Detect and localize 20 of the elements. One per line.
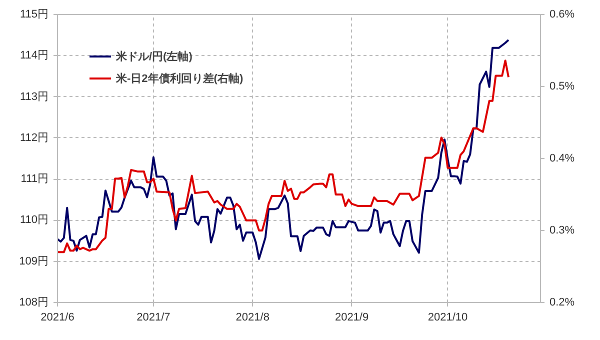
x-tick-label: 2021/7 <box>136 312 170 324</box>
y-tick-label: 113円 <box>20 90 49 103</box>
y-tick-label: 108円 <box>19 296 49 308</box>
y2-tick-label: 0.6% <box>550 8 575 20</box>
y-tick-label: 112円 <box>20 132 49 144</box>
x-tick-label: 2021/9 <box>334 312 369 324</box>
y-tick-label: 110円 <box>20 214 49 226</box>
y-tick-label: 114円 <box>20 50 49 62</box>
y-tick-label: 109円 <box>19 255 49 268</box>
x-tick-label: 2021/10 <box>428 312 468 324</box>
y2-tick-label: 0.2% <box>550 296 575 308</box>
legend-label: 米ドル/円(左軸) <box>116 50 192 64</box>
y2-tick-label: 0.3% <box>550 224 575 236</box>
y2-tick-label: 0.5% <box>550 80 575 92</box>
x-tick-label: 2021/8 <box>236 312 270 324</box>
y-tick-label: 115円 <box>20 8 49 20</box>
x-tick-label: 2021/6 <box>40 312 74 324</box>
legend-label: 米-日2年債利回り差(右軸) <box>116 72 244 86</box>
y2-tick-label: 0.4% <box>550 152 575 164</box>
y-tick-label: 111円 <box>20 173 49 186</box>
